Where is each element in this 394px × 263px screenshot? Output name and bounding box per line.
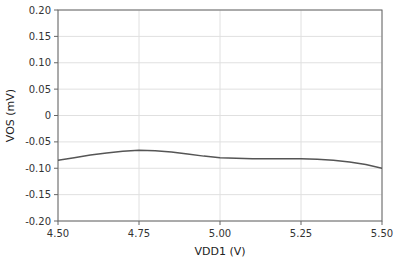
tick-y xyxy=(54,141,58,142)
tick-x xyxy=(220,221,221,225)
tick-label-y: 0.20 xyxy=(29,5,51,16)
grid-line-y xyxy=(58,194,382,195)
tick-label-x: 5.00 xyxy=(209,228,231,239)
grid-line-y xyxy=(58,141,382,142)
tick-x xyxy=(382,221,383,225)
grid-line-y xyxy=(58,36,382,37)
tick-y xyxy=(54,168,58,169)
plot-area xyxy=(58,10,382,221)
tick-x xyxy=(139,221,140,225)
tick-label-y: -0.10 xyxy=(25,163,51,174)
grid-line-y xyxy=(58,89,382,90)
tick-x xyxy=(58,221,59,225)
tick-label-x: 5.25 xyxy=(290,228,312,239)
tick-y xyxy=(54,194,58,195)
tick-label-x: 5.50 xyxy=(371,228,393,239)
tick-y xyxy=(54,115,58,116)
tick-label-y: 0.15 xyxy=(29,31,51,42)
tick-y xyxy=(54,62,58,63)
grid xyxy=(58,10,382,221)
tick-y xyxy=(54,89,58,90)
grid-line-y xyxy=(58,62,382,63)
tick-label-y: 0.10 xyxy=(29,57,51,68)
tick-label-x: 4.50 xyxy=(47,228,69,239)
chart: 4.50 4.75 5.00 5.25 5.50 -0.20 -0.15 -0.10 -0.05… xyxy=(0,0,394,263)
series xyxy=(58,150,382,168)
tick-x xyxy=(301,221,302,225)
plot-frame xyxy=(58,10,382,221)
tick-label-y: -0.05 xyxy=(25,136,51,147)
tick-label-x: 4.75 xyxy=(128,228,150,239)
tick-label-y: -0.15 xyxy=(25,189,51,200)
tick-label-y: 0 xyxy=(45,110,51,121)
x-axis-label: VDD1 (V) xyxy=(194,245,245,258)
axes: 4.50 4.75 5.00 5.25 5.50 -0.20 -0.15 -0.10 -0.05… xyxy=(25,5,393,240)
grid-line-y xyxy=(58,115,382,116)
tick-label-y: -0.20 xyxy=(25,216,51,227)
tick-y xyxy=(54,221,58,222)
y-axis-label: VOS (mV) xyxy=(4,89,17,142)
tick-y xyxy=(54,36,58,37)
data-line xyxy=(58,150,382,168)
tick-label-y: 0.05 xyxy=(29,84,51,95)
grid-line-y xyxy=(58,168,382,169)
tick-y xyxy=(54,10,58,11)
